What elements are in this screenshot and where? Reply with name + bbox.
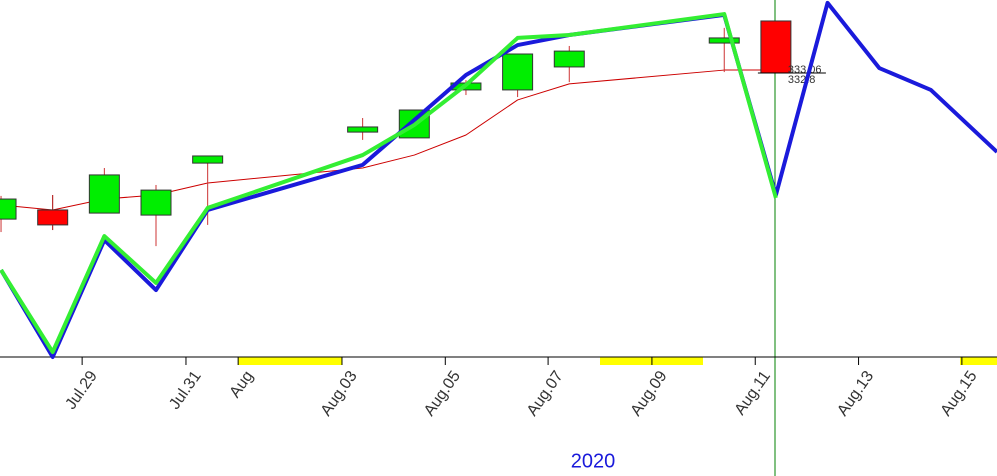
candle-body	[760, 20, 792, 74]
x-tick-label: Aug.09	[628, 368, 671, 419]
candle-body	[0, 198, 17, 220]
candle-body	[192, 155, 224, 164]
weekend-band	[238, 357, 342, 365]
candle-body	[140, 189, 172, 216]
x-tick-label: Aug.05	[421, 368, 464, 419]
x-axis-label: 2020	[571, 450, 616, 472]
price-annotation: 332.8	[788, 74, 816, 86]
price-annotation: 333.06	[788, 64, 822, 76]
weekend-band	[960, 357, 997, 365]
candle-body	[37, 209, 69, 226]
x-tick-label: Aug	[227, 368, 257, 401]
candle-body	[347, 126, 379, 133]
x-tick-label: Aug.11	[732, 368, 774, 418]
candle-body	[88, 174, 120, 214]
x-tick-label: Aug.15	[938, 368, 981, 419]
x-tick-label: Jul.29	[62, 368, 100, 413]
weekend-bands	[238, 357, 997, 365]
x-tick-label: Aug.03	[318, 368, 361, 419]
series-line	[0, 12, 778, 355]
candle-body	[708, 37, 740, 44]
x-tick-label: Jul.31	[166, 368, 204, 413]
x-tick-label: Aug.07	[524, 368, 567, 419]
candle-body	[553, 50, 585, 68]
candle-body	[502, 53, 534, 91]
x-tick-label: Aug.13	[834, 368, 877, 419]
